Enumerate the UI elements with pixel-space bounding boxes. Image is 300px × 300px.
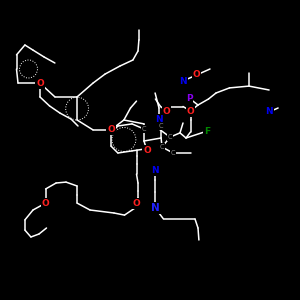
Text: O: O [193,70,200,79]
Text: O: O [42,199,50,208]
Text: N: N [179,76,187,85]
Text: N: N [151,166,159,175]
Text: N: N [155,115,163,124]
Text: N: N [151,203,160,213]
Text: O: O [36,79,44,88]
Text: C: C [159,123,164,129]
Text: N: N [265,107,273,116]
Text: O: O [187,106,194,116]
Text: F: F [204,127,210,136]
Text: O: O [133,199,140,208]
Text: C: C [171,150,176,156]
Text: O: O [143,146,151,155]
Text: O: O [107,125,115,134]
Text: C: C [160,144,164,150]
Text: C: C [142,126,146,132]
Text: P: P [186,94,192,103]
Text: O: O [163,106,170,116]
Text: C: C [168,134,172,140]
